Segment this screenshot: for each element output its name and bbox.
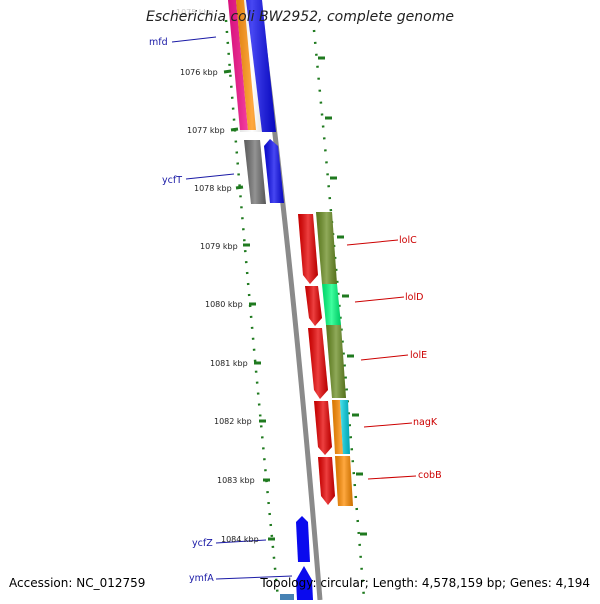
feature-ycfZ-blue[interactable] bbox=[296, 516, 310, 562]
feature-lolE-red[interactable] bbox=[308, 328, 328, 399]
ruler-tick-1078 bbox=[235, 185, 244, 190]
gene-label-cobB[interactable]: cobB bbox=[418, 470, 442, 481]
gene-label-ymfA[interactable]: ymfA bbox=[189, 573, 214, 584]
topology-text: Topology: circular; Length: 4,578,159 bp… bbox=[260, 576, 590, 590]
feature-lolD-red[interactable] bbox=[305, 286, 322, 326]
feature-nagK-red[interactable] bbox=[314, 401, 332, 455]
ruler-label-faded: 1075 kbp bbox=[176, 8, 214, 17]
gene-label-lolE[interactable]: lolE bbox=[410, 350, 427, 361]
left-gene-labels: mfd ycfT ycfZ ymfA bbox=[149, 37, 214, 584]
gene-label-mfd[interactable]: mfd bbox=[149, 37, 168, 48]
ruler-label-1080: 1080 kbp bbox=[205, 300, 243, 309]
ruler-tick-1077 bbox=[230, 127, 239, 132]
feature-cobB-red[interactable] bbox=[318, 457, 335, 505]
ruler-tick-1076 bbox=[223, 69, 232, 74]
right-gene-labels: lolC lolD lolE nagK cobB bbox=[399, 235, 442, 481]
feature-cobB-block[interactable] bbox=[335, 456, 353, 506]
gene-label-lolD[interactable]: lolD bbox=[405, 292, 423, 303]
feature-mfd-cluster[interactable] bbox=[228, 0, 276, 132]
feature-lolC-red[interactable] bbox=[298, 214, 318, 284]
ruler-major-ticks bbox=[223, 56, 367, 541]
feature-lolD-block[interactable] bbox=[322, 284, 341, 325]
accession-text: Accession: NC_012759 bbox=[9, 576, 146, 590]
gene-label-lolC[interactable]: lolC bbox=[399, 235, 417, 246]
feature-blue-arrow-1[interactable] bbox=[264, 139, 284, 203]
feature-ymfA-blue[interactable] bbox=[280, 566, 313, 600]
ruler-label-1082: 1082 kbp bbox=[214, 417, 252, 426]
map-title: Escherichia coli BW2952, complete genome bbox=[146, 9, 454, 25]
ruler-label-1083: 1083 kbp bbox=[217, 476, 255, 485]
gene-label-ycfZ[interactable]: ycfZ bbox=[192, 538, 213, 549]
right-gene-callouts bbox=[346, 239, 417, 480]
ruler-label-1076: 1076 kbp bbox=[180, 68, 218, 77]
feature-nagK-block[interactable] bbox=[332, 400, 350, 454]
ruler-label-1079: 1079 kbp bbox=[200, 242, 238, 251]
ruler-label-1084: 1084 kbp bbox=[221, 535, 259, 544]
feature-lolC-block[interactable] bbox=[316, 212, 337, 284]
feature-ycfT-gray[interactable] bbox=[244, 140, 266, 204]
gene-label-ycfT[interactable]: ycfT bbox=[162, 175, 182, 186]
feature-lolE-block[interactable] bbox=[326, 325, 346, 398]
ruler-label-1081: 1081 kbp bbox=[210, 359, 248, 368]
gene-label-nagK[interactable]: nagK bbox=[413, 417, 438, 428]
left-gene-callouts bbox=[171, 36, 293, 580]
ruler-labels: 1076 kbp 1077 kbp 1078 kbp 1079 kbp 1080… bbox=[180, 68, 259, 544]
ruler-label-1078: 1078 kbp bbox=[194, 184, 232, 193]
ruler-label-1077: 1077 kbp bbox=[187, 126, 225, 135]
